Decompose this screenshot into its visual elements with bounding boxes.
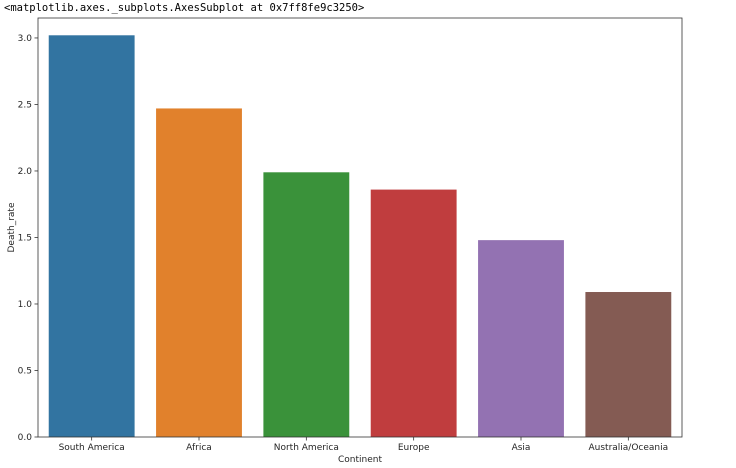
x-tick-label: South America	[59, 443, 125, 453]
x-tick-label: North America	[274, 443, 339, 453]
x-tick-label: Australia/Oceania	[589, 443, 669, 453]
bars-group	[48, 35, 672, 438]
y-tick-label: 2.0	[18, 167, 33, 177]
bar-north-america	[263, 172, 350, 438]
x-axis-label: Continent	[338, 455, 382, 465]
y-tick-label: 1.0	[18, 300, 33, 310]
x-tick-label: Asia	[512, 443, 531, 453]
y-tick-label: 2.5	[18, 100, 32, 110]
y-tick-label: 3.0	[18, 34, 33, 44]
y-axis-label: Death_rate	[7, 202, 17, 252]
x-tick-label: Africa	[186, 443, 212, 453]
bar-australia-oceania	[585, 292, 672, 437]
cell-output-repr: <matplotlib.axes._subplots.AxesSubplot a…	[4, 2, 365, 14]
y-axis-ticks: 0.0 0.5 1.0 1.5 2.0 2.5 3.0	[18, 34, 38, 443]
bar-europe	[370, 189, 457, 437]
y-tick-label: 0.5	[18, 366, 32, 376]
bar-asia	[478, 240, 564, 437]
y-tick-label: 0.0	[18, 433, 33, 443]
plot-frame	[37, 17, 683, 438]
x-axis-ticks: South America Africa North America Europe As…	[59, 437, 669, 453]
y-tick-label: 1.5	[18, 233, 32, 243]
bar-south-america	[48, 35, 135, 438]
x-tick-label: Europe	[398, 443, 430, 453]
bar-africa	[156, 108, 242, 437]
